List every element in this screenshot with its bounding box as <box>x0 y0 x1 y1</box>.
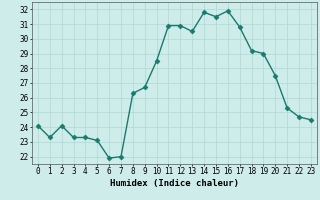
X-axis label: Humidex (Indice chaleur): Humidex (Indice chaleur) <box>110 179 239 188</box>
